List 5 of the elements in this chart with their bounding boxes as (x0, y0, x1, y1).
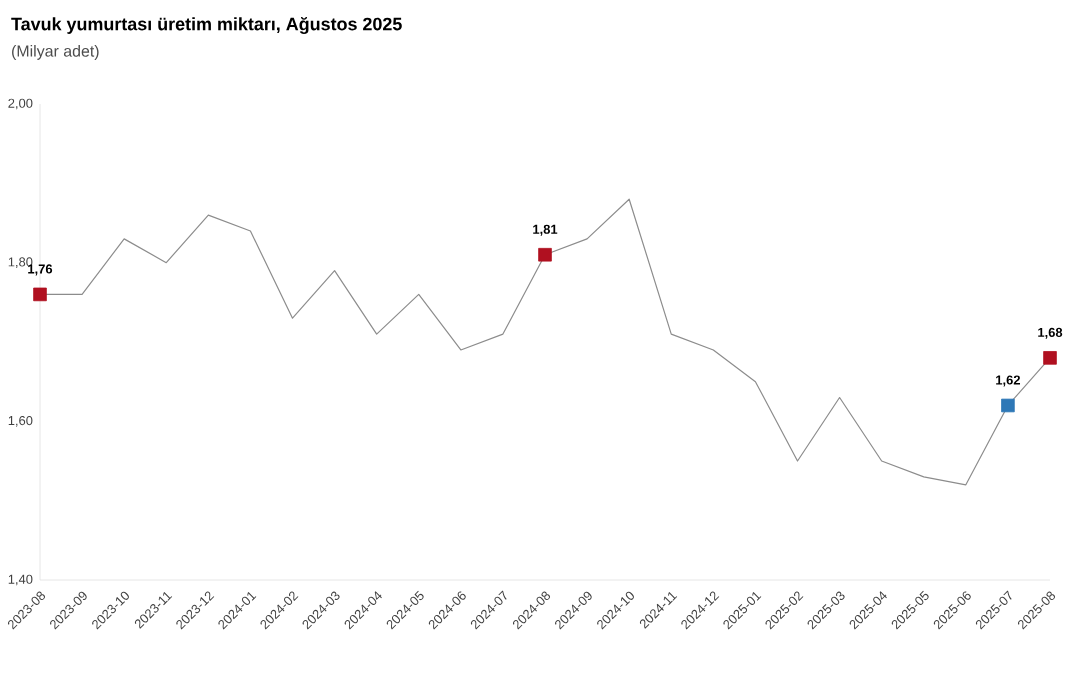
point (538, 247, 552, 262)
point (33, 287, 47, 302)
chart-title: Tavuk yumurtası üretim miktarı, Ağustos 2025 (11, 17, 402, 35)
point (1043, 351, 1057, 365)
point (1001, 398, 1015, 413)
